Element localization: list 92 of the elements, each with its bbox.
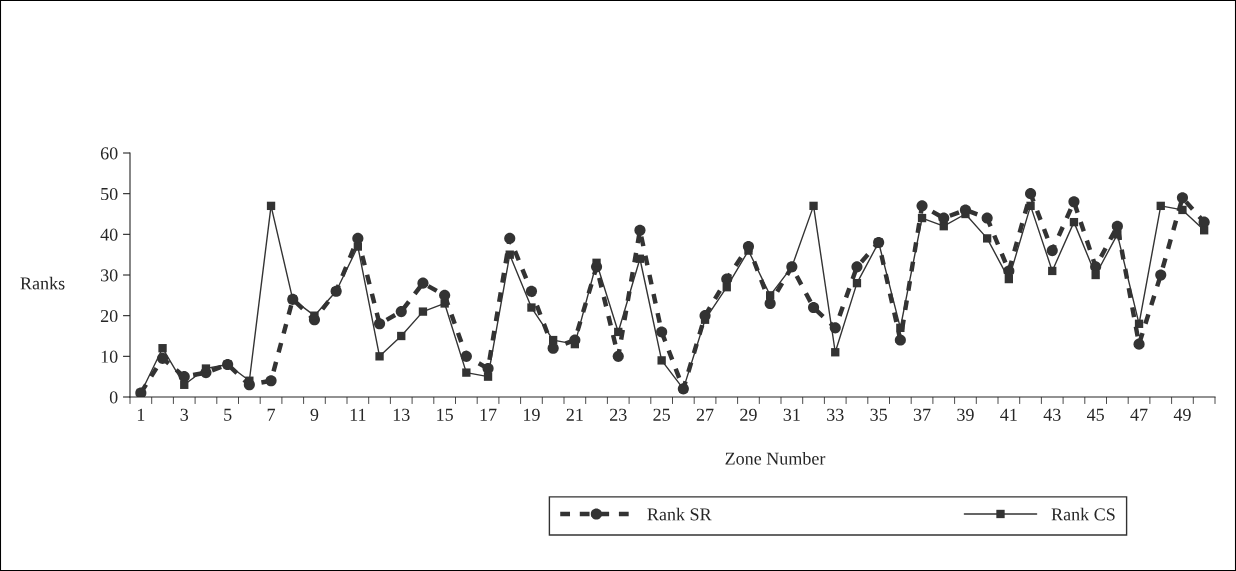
point	[939, 222, 948, 231]
y-axis-title: Ranks	[20, 276, 65, 290]
point	[180, 380, 189, 389]
point	[265, 375, 277, 387]
point	[1069, 217, 1079, 227]
x-tick-label: 15	[437, 408, 453, 421]
point	[612, 350, 624, 362]
y-tick-label: 40	[100, 228, 118, 241]
x-tick-label: 17	[480, 408, 497, 421]
point	[483, 372, 493, 381]
x-tick-label: 47	[1130, 408, 1148, 421]
point	[418, 307, 428, 316]
y-tick-label: 20	[100, 309, 118, 323]
legend-label: Rank SR	[647, 507, 712, 521]
point	[1024, 188, 1037, 200]
legend-label: Rank CS	[1051, 507, 1115, 521]
point	[1134, 319, 1144, 328]
point	[158, 344, 167, 353]
point	[1155, 269, 1167, 281]
x-axis-title: Zone Number	[725, 452, 826, 465]
point	[852, 278, 862, 288]
point	[525, 285, 538, 297]
y-tick-label: 30	[101, 269, 118, 282]
point	[373, 318, 386, 330]
point	[894, 334, 906, 346]
x-tick-label: 7	[267, 408, 276, 421]
point	[460, 350, 472, 362]
x-tick-label: 19	[524, 408, 540, 421]
x-tick-label: 9	[310, 408, 319, 421]
point	[1046, 245, 1058, 257]
point	[353, 242, 363, 251]
x-tick-label: 29	[740, 408, 757, 421]
point	[375, 352, 384, 361]
x-tick-label: 1	[137, 408, 145, 421]
point	[1199, 226, 1209, 235]
point	[982, 234, 992, 243]
point	[809, 201, 818, 211]
point	[916, 200, 928, 212]
point	[1178, 205, 1187, 215]
point	[1091, 270, 1100, 280]
y-tick-label: 0	[109, 391, 118, 404]
point	[807, 301, 820, 314]
y-tick-label: 60	[100, 147, 118, 160]
point	[1068, 196, 1080, 208]
point	[634, 224, 646, 236]
point	[1156, 201, 1165, 211]
point	[614, 327, 623, 337]
x-tick-label: 5	[224, 408, 232, 421]
x-tick-label: 39	[957, 408, 974, 421]
point	[397, 331, 406, 341]
x-tick-label: 25	[653, 408, 670, 421]
point	[1048, 266, 1057, 276]
point	[266, 201, 276, 211]
x-tick-label: 23	[610, 408, 627, 421]
x-tick-label: 3	[180, 408, 189, 421]
point	[504, 232, 516, 244]
point	[657, 356, 666, 365]
point	[1133, 338, 1145, 350]
y-tick-label: 10	[101, 350, 118, 363]
point	[896, 323, 905, 333]
point	[1026, 201, 1035, 211]
x-tick-label: 31	[783, 408, 800, 421]
x-tick-label: 41	[1000, 408, 1017, 421]
point	[635, 254, 645, 263]
x-tick-label: 27	[696, 408, 714, 421]
point	[505, 250, 514, 259]
point	[1004, 274, 1014, 284]
x-tick-label: 21	[566, 408, 583, 421]
y-tick-label: 50	[101, 187, 118, 201]
point	[851, 261, 863, 273]
point	[981, 212, 993, 224]
point	[765, 291, 775, 300]
point	[917, 213, 927, 223]
point	[1176, 192, 1189, 204]
point	[656, 326, 668, 338]
point	[722, 283, 731, 292]
x-tick-label: 37	[913, 408, 931, 421]
point	[417, 277, 429, 289]
point	[527, 303, 536, 312]
x-tick-label: 11	[350, 408, 366, 421]
point	[462, 368, 471, 377]
x-tick-label: 49	[1173, 408, 1191, 421]
x-tick-label: 33	[827, 408, 844, 421]
point	[831, 348, 840, 357]
x-tick-label: 45	[1086, 408, 1104, 421]
point	[395, 306, 407, 318]
point	[1113, 230, 1122, 239]
point	[440, 299, 449, 308]
x-tick-label: 13	[393, 408, 410, 421]
x-tick-label: 43	[1043, 408, 1061, 421]
point	[548, 335, 558, 345]
x-tick-label: 35	[870, 408, 887, 421]
